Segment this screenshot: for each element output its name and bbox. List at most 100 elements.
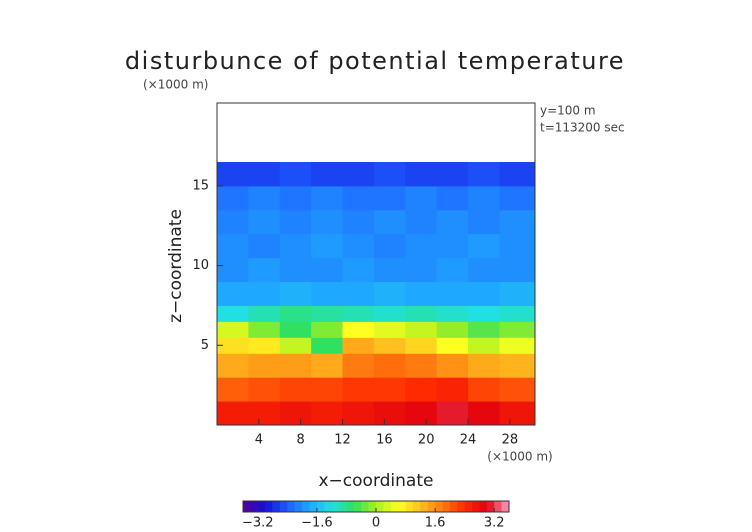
cell xyxy=(342,209,375,235)
colorbar-swatch xyxy=(442,501,451,512)
colorbar-swatch xyxy=(257,501,266,512)
colorbar-swatch xyxy=(279,501,288,512)
colorbar-swatch xyxy=(368,501,377,512)
colorbar-swatch xyxy=(346,501,355,512)
cell xyxy=(468,257,500,283)
cell xyxy=(373,257,406,283)
cell xyxy=(468,401,500,426)
colorbar-swatch xyxy=(486,501,495,512)
colorbar-swatch xyxy=(302,501,310,512)
cell xyxy=(436,353,469,378)
cell xyxy=(499,401,536,426)
cell xyxy=(373,337,406,354)
x-tick-label: 24 xyxy=(460,433,477,448)
cell xyxy=(468,353,500,378)
cell xyxy=(436,281,469,306)
y-tick-label: 10 xyxy=(192,258,209,273)
cell xyxy=(405,185,438,211)
cell xyxy=(342,233,375,259)
cell xyxy=(248,321,281,338)
x-axis-label: x−coordinate xyxy=(319,471,434,491)
colorbar-swatch xyxy=(316,501,325,512)
colorbar-tick-label: −1.6 xyxy=(301,516,333,531)
cell xyxy=(373,321,406,338)
cell xyxy=(468,233,500,259)
cell xyxy=(217,305,249,322)
colorbar-swatch xyxy=(331,501,340,512)
cell xyxy=(217,401,249,426)
cell xyxy=(436,305,469,322)
cell xyxy=(405,161,438,187)
cell xyxy=(342,321,375,338)
colorbar-swatch xyxy=(309,501,318,512)
cell xyxy=(311,321,344,338)
cell xyxy=(279,353,312,378)
cell xyxy=(311,401,344,426)
colorbar-swatch xyxy=(243,501,251,512)
chart-title: disturbunce of potential temperature xyxy=(125,47,625,75)
cell xyxy=(342,185,375,211)
colorbar-swatch xyxy=(376,501,384,512)
cell xyxy=(342,377,375,402)
colorbar-swatch xyxy=(435,501,443,512)
cell xyxy=(217,377,249,402)
x-unit: (×1000 m) xyxy=(487,450,552,464)
cell xyxy=(405,209,438,235)
colorbar-swatch xyxy=(361,501,369,512)
cell xyxy=(217,161,249,187)
annotation: y=100 m xyxy=(540,104,596,118)
cell xyxy=(468,337,500,354)
colorbar-swatch xyxy=(287,501,296,512)
y-tick-label: 15 xyxy=(192,178,209,193)
cell xyxy=(342,161,375,187)
colorbar-tick-label: 3.2 xyxy=(484,516,505,531)
cell xyxy=(436,337,469,354)
cell xyxy=(279,377,312,402)
cell xyxy=(436,233,469,259)
cell xyxy=(499,257,536,283)
cell xyxy=(279,161,312,187)
x-tick-label: 4 xyxy=(255,433,263,448)
cell xyxy=(373,281,406,306)
colorbar-swatch xyxy=(427,501,436,512)
cell xyxy=(436,257,469,283)
colorbar-swatch xyxy=(405,501,414,512)
colorbar-swatch xyxy=(464,501,473,512)
cell xyxy=(248,353,281,378)
colorbar-swatch xyxy=(479,501,488,512)
y-unit: (×1000 m) xyxy=(143,78,208,92)
x-tick-label: 12 xyxy=(334,433,351,448)
cell xyxy=(217,281,249,306)
colorbar-swatch xyxy=(353,501,362,512)
colorbar-tick-label: −3.2 xyxy=(242,516,274,531)
cell xyxy=(436,185,469,211)
cell xyxy=(436,321,469,338)
cell xyxy=(405,321,438,338)
cell xyxy=(405,305,438,322)
cell xyxy=(373,305,406,322)
cell xyxy=(342,281,375,306)
cell xyxy=(405,257,438,283)
cell xyxy=(248,281,281,306)
cell xyxy=(499,353,536,378)
colorbar-tick-label: 1.6 xyxy=(425,516,446,531)
cell xyxy=(217,321,249,338)
cell xyxy=(468,209,500,235)
cell xyxy=(499,281,536,306)
cell xyxy=(468,377,500,402)
cell xyxy=(342,257,375,283)
cell xyxy=(279,233,312,259)
x-tick-label: 20 xyxy=(418,433,435,448)
colorbar-swatch xyxy=(272,501,281,512)
cell xyxy=(311,377,344,402)
colorbar-swatch xyxy=(412,501,421,512)
cell xyxy=(499,161,536,187)
colorbar-swatch xyxy=(250,501,259,512)
annotation: t=113200 sec xyxy=(540,121,625,135)
cell xyxy=(311,209,344,235)
cell xyxy=(217,353,249,378)
plot-frame xyxy=(216,102,536,426)
cell xyxy=(436,401,469,426)
cell xyxy=(311,353,344,378)
cell xyxy=(248,337,281,354)
